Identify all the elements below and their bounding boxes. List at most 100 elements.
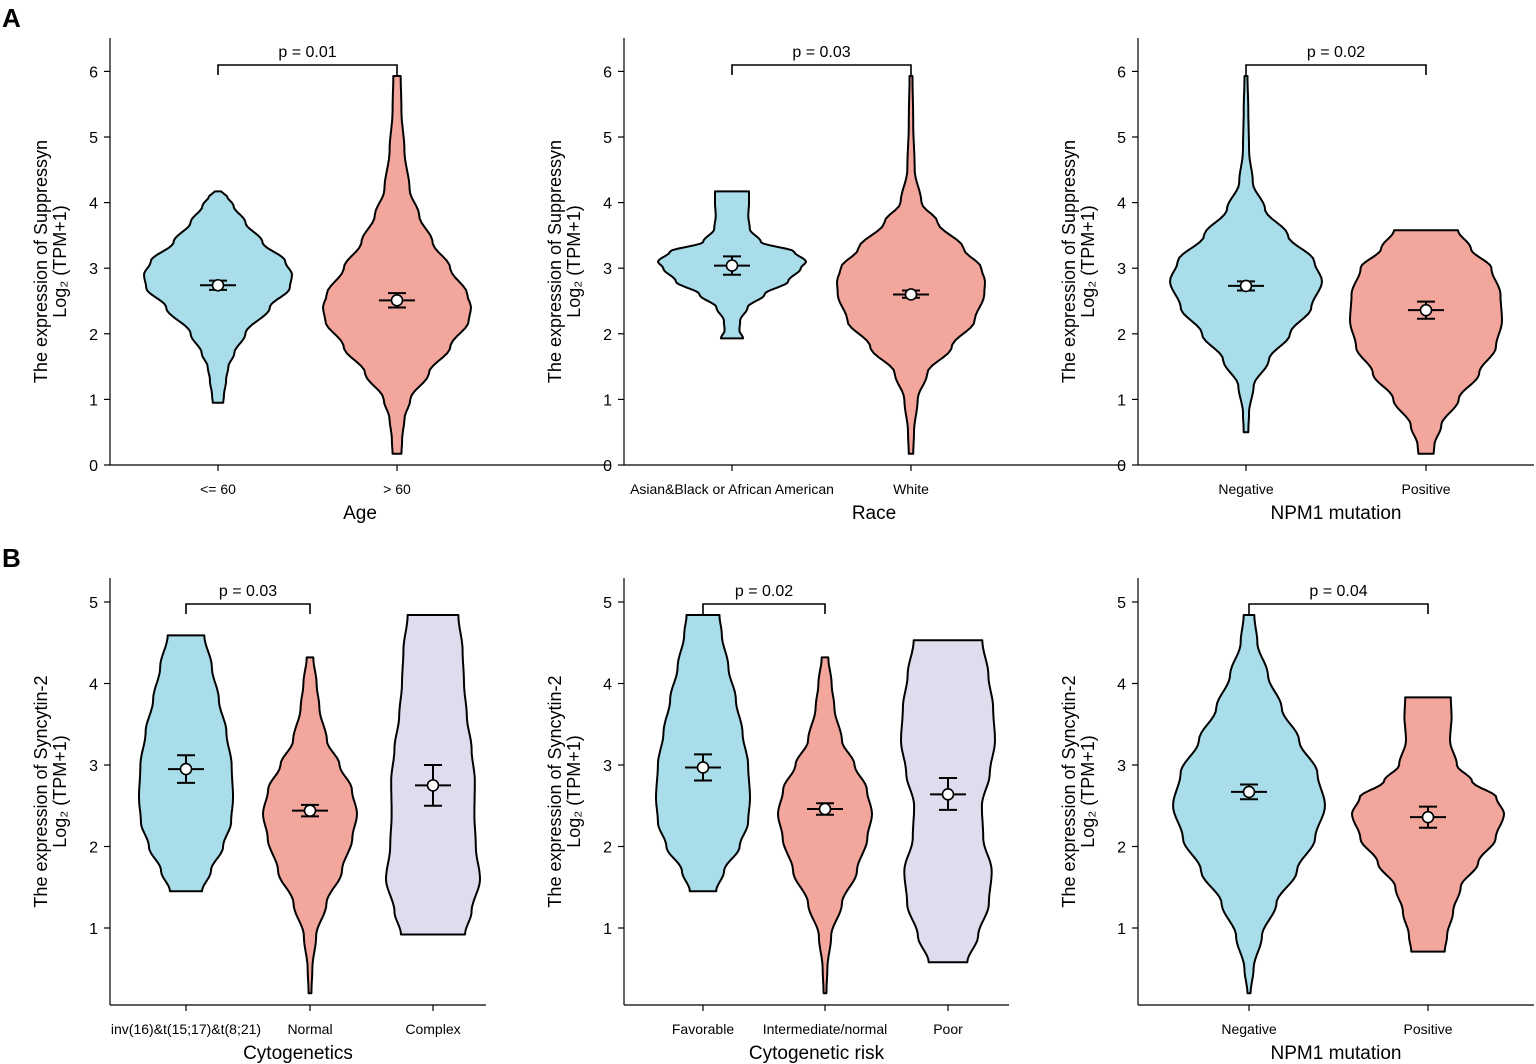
y-tick-label: 1	[89, 392, 98, 409]
y-tick-label: 3	[89, 758, 98, 775]
x-tick-label: <= 60	[200, 481, 236, 497]
x-tick-label: Asian&Black or African American	[630, 481, 834, 497]
y-axis-title-line1: The expression of Syncytin-2	[545, 675, 565, 907]
y-axis-title-line2: Log₂ (TPM+1)	[564, 735, 584, 848]
y-axis-title-line1: The expression of Suppressyn	[31, 140, 51, 383]
violin-1	[1169, 75, 1323, 434]
y-tick-label: 1	[1117, 392, 1126, 409]
y-tick-label: 2	[1117, 840, 1126, 857]
y-tick-label: 2	[603, 327, 612, 344]
x-tick-label: Poor	[933, 1021, 963, 1037]
p-value-label: p = 0.02	[735, 583, 793, 600]
mean-point	[303, 804, 317, 817]
y-axis-title-line2: Log₂ (TPM+1)	[50, 735, 70, 848]
y-tick-label: 5	[89, 595, 98, 612]
y-tick-label: 2	[89, 327, 98, 344]
p-value-label: p = 0.03	[219, 583, 277, 600]
mean-point	[1242, 785, 1256, 799]
x-tick-label: Favorable	[672, 1021, 734, 1037]
significance-bracket	[1248, 603, 1429, 614]
x-tick-label: inv(16)&t(15;17)&t(8;21)	[111, 1021, 261, 1037]
y-tick-label: 6	[89, 64, 98, 81]
y-tick-label: 0	[89, 458, 98, 475]
mean-point	[725, 259, 739, 272]
y-axis-title-line1: The expression of Suppressyn	[1059, 140, 1079, 383]
x-tick-label: Normal	[287, 1021, 332, 1037]
y-axis-title-line1: The expression of Suppressyn	[545, 140, 565, 383]
y-axis-title-line2: Log₂ (TPM+1)	[1078, 735, 1098, 848]
y-tick-label: 2	[603, 840, 612, 857]
mean-point	[211, 278, 225, 292]
mean-point	[696, 761, 710, 774]
significance-bracket	[217, 64, 398, 75]
x-tick-label: Negative	[1218, 481, 1273, 497]
violin-2	[777, 656, 873, 995]
y-tick-label: 6	[1117, 64, 1126, 81]
x-axis-title: Race	[852, 503, 896, 524]
mean-point	[426, 779, 440, 792]
y-tick-label: 3	[1117, 261, 1126, 278]
p-value-label: p = 0.03	[792, 44, 850, 61]
y-tick-label: 3	[603, 758, 612, 775]
chart-4: 1 2 3 4 5 The expression of Syncytin-2 Log₂ (T…	[31, 578, 486, 1064]
panel-label-a: A	[2, 3, 21, 33]
violin-1	[1172, 614, 1326, 995]
mean-point	[390, 294, 404, 307]
y-axis-title-line1: The expression of Syncytin-2	[1059, 675, 1079, 907]
x-axis-title: NPM1 mutation	[1271, 1043, 1402, 1064]
y-axis-title-line2: Log₂ (TPM+1)	[1078, 205, 1098, 318]
x-tick-label: White	[893, 481, 929, 497]
y-tick-label: 3	[603, 261, 612, 278]
mean-point	[179, 762, 193, 776]
y-tick-label: 1	[1117, 921, 1126, 938]
x-tick-label: Intermediate/normal	[763, 1021, 888, 1037]
x-axis-title: Age	[343, 503, 377, 524]
y-tick-label: 5	[603, 130, 612, 147]
y-tick-label: 0	[603, 458, 612, 475]
y-tick-label: 4	[603, 677, 612, 694]
y-tick-label: 4	[89, 196, 98, 213]
x-axis-title: Cytogenetics	[243, 1043, 353, 1064]
mean-point	[1421, 810, 1435, 824]
mean-point	[1419, 303, 1433, 317]
violin-1	[655, 614, 751, 893]
x-axis-title: NPM1 mutation	[1271, 503, 1402, 524]
y-tick-label: 4	[1117, 677, 1126, 694]
y-axis-title-line2: Log₂ (TPM+1)	[564, 205, 584, 318]
y-tick-label: 5	[603, 595, 612, 612]
y-tick-label: 1	[603, 921, 612, 938]
x-tick-label: Positive	[1403, 1021, 1452, 1037]
violin-2	[262, 656, 358, 995]
significance-bracket	[185, 603, 311, 614]
panel-label-b: B	[2, 543, 21, 573]
violin-1	[143, 190, 293, 404]
mean-point	[1239, 279, 1253, 293]
y-tick-label: 2	[89, 840, 98, 857]
chart-5: 1 2 3 4 5 The expression of Syncytin-2 Log₂ (T…	[545, 578, 1009, 1064]
y-tick-label: 4	[89, 677, 98, 694]
x-tick-label: Complex	[405, 1021, 460, 1037]
x-tick-label: Negative	[1221, 1021, 1276, 1037]
chart-6: 1 2 3 4 5 The expression of Syncytin-2 Log₂ (T…	[1059, 578, 1534, 1064]
p-value-label: p = 0.01	[278, 44, 336, 61]
y-tick-label: 5	[1117, 595, 1126, 612]
chart-3: 0 1 2 3 4 5 6 The expression of Suppressyn Log₂ …	[1059, 38, 1534, 524]
y-axis-title-line1: The expression of Syncytin-2	[31, 675, 51, 907]
p-value-label: p = 0.02	[1307, 44, 1365, 61]
y-tick-label: 3	[1117, 758, 1126, 775]
x-tick-label: Positive	[1401, 481, 1450, 497]
y-tick-label: 5	[89, 130, 98, 147]
violin-2	[1349, 229, 1503, 455]
x-tick-label: > 60	[383, 481, 411, 497]
significance-bracket	[731, 64, 912, 75]
y-tick-label: 4	[1117, 196, 1126, 213]
y-tick-label: 6	[603, 64, 612, 81]
violin-2	[322, 75, 472, 455]
mean-point	[941, 788, 955, 801]
y-tick-label: 4	[603, 196, 612, 213]
mean-point	[904, 288, 918, 301]
